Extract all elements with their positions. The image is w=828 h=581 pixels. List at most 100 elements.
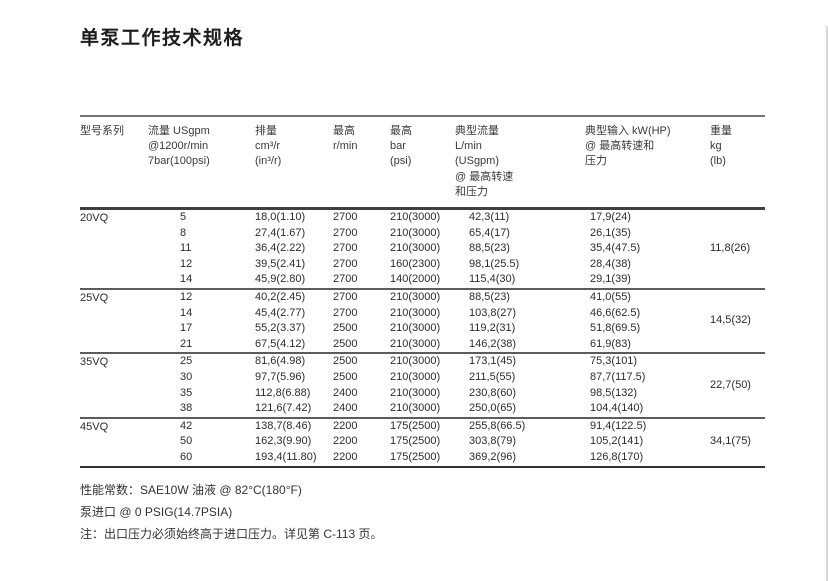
data-cell: 2500 xyxy=(333,355,358,368)
data-cell: 104,4(140) xyxy=(590,402,644,415)
column-header-line: 典型流量 xyxy=(455,125,499,137)
column-header-0: 型号系列 xyxy=(80,116,148,209)
data-cell: 17,9(24) xyxy=(590,211,631,224)
data-cell: 2700 xyxy=(333,290,358,303)
data-cell: 18,0(1.10) xyxy=(255,211,306,224)
data-cell: 42,3(11) xyxy=(469,211,510,224)
data-cell: 138,7(8.46) xyxy=(255,419,312,432)
data-cell: 17 xyxy=(180,322,193,335)
table-row: 20VQ 5 18,0(1.10) 2700 210(3000) 42,3(11) 17,9… xyxy=(80,209,765,254)
data-cell: 210(3000) xyxy=(390,355,441,368)
data-cell: 2500 xyxy=(333,337,358,350)
column-header-4: 最高 bar (psi) xyxy=(390,116,455,209)
data-cell: 121,6(7.42) xyxy=(255,402,312,415)
section-25VQ: 25VQ 12 40,2(2.45) 2700 210(3000) 88,5(23) 41,… xyxy=(80,288,765,353)
data-cell: 173,1(45) xyxy=(469,355,517,368)
data-cell: 45,4(2.77) xyxy=(255,306,306,319)
table-row: 45VQ 42 138,7(8.46) 2200 175(2500) 255,8(66.5… xyxy=(80,418,765,448)
table-row: 8 27,4(1.67) 2700 210(3000) 65,4(17) 26,1(35) xyxy=(80,226,765,242)
data-cell: 230,8(60) xyxy=(469,386,517,399)
data-cell: 2400 xyxy=(333,386,358,399)
section-45VQ: 45VQ 42 138,7(8.46) 2200 175(2500) 255,8(66.5… xyxy=(80,417,765,467)
column-header-line: 和压力 xyxy=(455,185,488,198)
data-cell: 97,7(5.96) xyxy=(255,370,306,383)
data-cell: 250,0(65) xyxy=(469,402,517,415)
note-performance-constants: 性能常数：SAE10W 油液 @ 82°C(180°F) xyxy=(80,482,302,497)
data-cell: 35 xyxy=(180,386,193,399)
data-cell: 14 xyxy=(180,306,193,319)
data-cell: 210(3000) xyxy=(390,290,441,303)
table-row: 38 121,6(7.42) 2400 210(3000) 250,0(65) 104,4… xyxy=(80,401,765,418)
data-cell: 88,5(23) xyxy=(469,290,510,303)
data-cell: 119,2(31) xyxy=(469,322,516,335)
data-cell: 98,5(132) xyxy=(590,386,638,399)
data-cell: 29,1(39) xyxy=(590,273,631,286)
data-cell: 42 xyxy=(180,419,193,432)
column-header-line: (psi) xyxy=(390,155,412,168)
catalog-page: 单泵工作技术规格 型号系列 流量 USgpm @1200r/min 7bar(100p… xyxy=(0,26,828,581)
data-cell: 210(3000) xyxy=(390,402,441,415)
data-cell: 2200 xyxy=(333,450,358,463)
column-header-line: (lb) xyxy=(710,155,726,168)
data-cell: 2700 xyxy=(333,211,358,224)
data-cell: 210(3000) xyxy=(390,242,441,255)
data-cell: 39,5(2.41) xyxy=(255,257,306,270)
column-header-5: 典型流量 L/min (USgpm) @ 最高转速 和压力 xyxy=(455,116,585,209)
model-series-cell: 25VQ xyxy=(80,291,109,304)
data-cell: 103,8(27) xyxy=(469,306,517,319)
column-header-line: @ 最高转速 xyxy=(455,170,514,183)
data-cell: 41,0(55) xyxy=(590,290,631,303)
data-cell: 210(3000) xyxy=(390,386,441,399)
data-cell: 162,3(9.90) xyxy=(255,435,312,448)
data-cell: 55,2(3.37) xyxy=(255,322,306,335)
section-35VQ: 35VQ 25 81,6(4.98) 2500 210(3000) 173,1(45) 75… xyxy=(80,353,765,417)
data-cell: 91,4(122.5) xyxy=(590,419,647,432)
data-cell: 210(3000) xyxy=(390,337,441,350)
data-cell: 210(3000) xyxy=(390,306,441,319)
data-cell: 2700 xyxy=(333,257,358,270)
table-row: 14 45,4(2.77) 2700 210(3000) 103,8(27) 46,6(6… xyxy=(80,306,765,322)
data-cell: 115,4(30) xyxy=(469,273,516,286)
data-cell: 210(3000) xyxy=(390,370,441,383)
data-cell: 105,2(141) xyxy=(590,435,644,448)
column-header-line: 排量 xyxy=(255,125,277,137)
data-cell: 2700 xyxy=(333,242,358,255)
table-row: 35VQ 25 81,6(4.98) 2500 210(3000) 173,1(45) 75… xyxy=(80,353,765,390)
table-row: 12 39,5(2.41) 2700 160(2300) 98,1(25.5) 28,4(… xyxy=(80,257,765,273)
column-header-line: r/min xyxy=(333,140,358,153)
column-header-line: 最高 xyxy=(333,125,355,137)
data-cell: 30 xyxy=(180,370,193,383)
column-header-line: L/min xyxy=(455,140,482,153)
table-row: 50 162,3(9.90) 2200 175(2500) 303,8(79) 105,2… xyxy=(80,434,765,450)
data-cell: 193,4(11.80) xyxy=(255,450,317,463)
note-pump-inlet: 泵进口 @ 0 PSIG(14.7PSIA) xyxy=(80,504,233,519)
data-cell: 27,4(1.67) xyxy=(255,226,306,239)
column-header-line: kg xyxy=(710,140,722,153)
data-cell: 38 xyxy=(180,402,193,415)
model-series-cell: 45VQ xyxy=(80,420,109,433)
column-header-line: bar xyxy=(390,140,406,153)
data-cell: 40,2(2.45) xyxy=(255,290,306,303)
data-cell: 12 xyxy=(180,257,193,270)
data-cell: 14 xyxy=(180,273,193,286)
data-cell: 35,4(47.5) xyxy=(590,242,641,255)
column-header-line: 压力 xyxy=(585,155,607,168)
data-cell: 255,8(66.5) xyxy=(469,419,526,432)
table-header-row: 型号系列 流量 USgpm @1200r/min 7bar(100psi) 排量 cm³/… xyxy=(80,116,765,209)
column-header-1: 流量 USgpm @1200r/min 7bar(100psi) xyxy=(148,116,255,209)
data-cell: 146,2(38) xyxy=(469,337,517,350)
data-cell: 2200 xyxy=(333,435,358,448)
weight-cell: 11,8(26) xyxy=(710,242,751,255)
data-cell: 2500 xyxy=(333,370,358,383)
data-cell: 2200 xyxy=(333,419,358,432)
data-cell: 303,8(79) xyxy=(469,435,517,448)
weight-cell: 34,1(75) xyxy=(710,435,751,448)
table-row: 17 55,2(3.37) 2500 210(3000) 119,2(31) 51,8(6… xyxy=(80,321,765,337)
data-cell: 45,9(2.80) xyxy=(255,273,306,286)
data-cell: 98,1(25.5) xyxy=(469,257,520,270)
model-series-cell: 35VQ xyxy=(80,356,109,369)
data-cell: 36,4(2.22) xyxy=(255,242,306,255)
column-header-line: 型号系列 xyxy=(80,125,124,137)
data-cell: 2400 xyxy=(333,402,358,415)
column-header-line: cm³/r xyxy=(255,140,281,153)
